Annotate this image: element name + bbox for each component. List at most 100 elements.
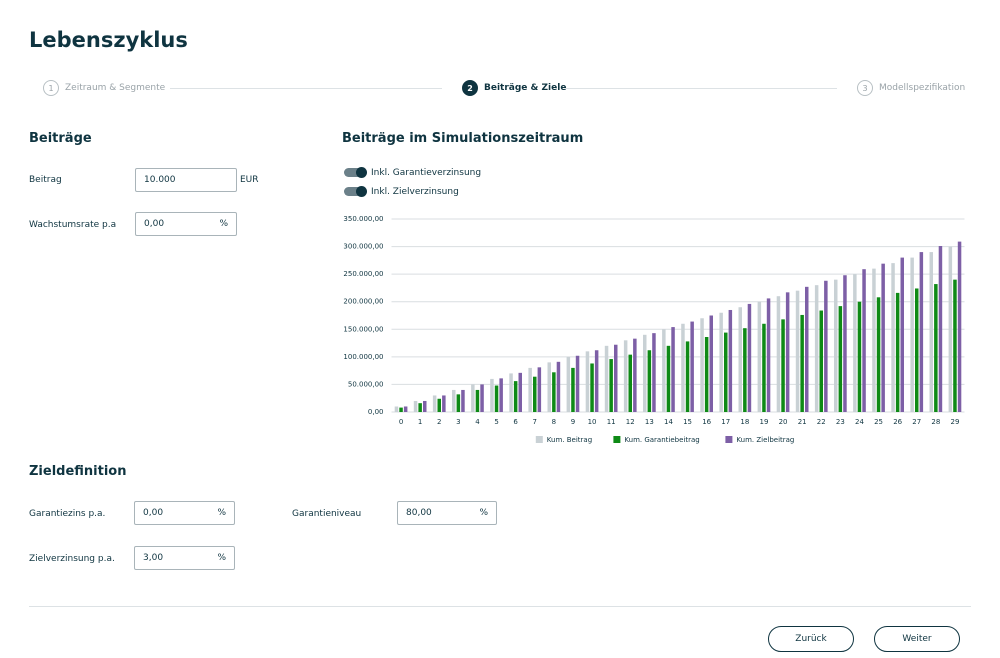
x-tick-label: 2 bbox=[437, 418, 441, 426]
input[interactable]: 3,00% bbox=[134, 546, 235, 570]
bar bbox=[590, 363, 594, 412]
x-tick-label: 19 bbox=[759, 418, 768, 426]
bar bbox=[666, 345, 671, 412]
bar bbox=[628, 354, 632, 412]
bar bbox=[881, 263, 885, 412]
input-value: 0,00 bbox=[143, 508, 164, 518]
x-tick-label: 24 bbox=[855, 418, 864, 426]
x-tick-label: 3 bbox=[456, 418, 460, 426]
bar bbox=[762, 323, 766, 412]
legend-swatch bbox=[613, 436, 621, 443]
step-number: 1 bbox=[43, 80, 59, 96]
y-tick-label: 100.000,00 bbox=[343, 353, 383, 361]
section-heading: Beiträge im Simulationszeitraum bbox=[342, 131, 584, 146]
bar bbox=[471, 384, 475, 412]
unit: % bbox=[479, 508, 488, 518]
bar bbox=[957, 241, 962, 412]
input-value: 80,00 bbox=[406, 508, 432, 518]
step-label: Modellspezifikation bbox=[879, 83, 966, 93]
x-tick-label: 1 bbox=[418, 418, 422, 426]
x-tick-label: 11 bbox=[607, 418, 616, 426]
bar bbox=[566, 356, 571, 412]
x-tick-label: 22 bbox=[817, 418, 826, 426]
bar bbox=[413, 400, 418, 412]
bar bbox=[556, 361, 561, 412]
x-tick-label: 7 bbox=[533, 418, 537, 426]
bar bbox=[800, 314, 804, 412]
step[interactable]: 1 Zeitraum & Segmente bbox=[43, 80, 165, 96]
field-label: Zielverzinsung p.a. bbox=[29, 554, 115, 564]
legend-label: Kum. Zielbeitrag bbox=[736, 436, 794, 444]
bar bbox=[891, 263, 895, 412]
bar bbox=[652, 333, 656, 412]
x-tick-label: 27 bbox=[912, 418, 921, 426]
bar bbox=[533, 376, 537, 412]
y-tick-label: 250.000,00 bbox=[343, 270, 383, 278]
bar bbox=[929, 252, 933, 412]
y-tick-label: 300.000,00 bbox=[343, 243, 383, 251]
x-tick-label: 18 bbox=[740, 418, 749, 426]
toggle[interactable] bbox=[344, 187, 366, 196]
bar bbox=[394, 406, 399, 412]
field-label: Beitrag bbox=[29, 175, 62, 185]
legend-swatch bbox=[535, 436, 543, 443]
bar bbox=[528, 367, 532, 412]
x-tick-label: 16 bbox=[702, 418, 711, 426]
input[interactable]: 0,00% bbox=[134, 501, 235, 525]
bar bbox=[819, 310, 823, 412]
bar bbox=[442, 395, 446, 412]
x-tick-label: 0 bbox=[399, 418, 403, 426]
x-tick-label: 9 bbox=[571, 418, 575, 426]
input-value: 0,00 bbox=[144, 219, 165, 229]
bar bbox=[643, 334, 647, 412]
bar bbox=[838, 306, 843, 412]
bar bbox=[728, 309, 733, 412]
bar bbox=[423, 400, 427, 412]
toggle-label: Inkl. Garantieverzinsung bbox=[371, 168, 482, 178]
unit: % bbox=[217, 553, 226, 563]
bar bbox=[724, 332, 728, 412]
bar bbox=[662, 329, 666, 412]
x-tick-label: 6 bbox=[513, 418, 518, 426]
bar bbox=[452, 389, 456, 412]
toggle[interactable] bbox=[344, 168, 366, 177]
bar bbox=[805, 286, 809, 412]
bar bbox=[480, 384, 484, 412]
x-tick-label: 17 bbox=[721, 418, 730, 426]
bar bbox=[671, 327, 675, 412]
x-tick-label: 28 bbox=[931, 418, 940, 426]
bar bbox=[418, 403, 422, 412]
y-tick-label: 350.000,00 bbox=[343, 215, 383, 223]
legend-label: Kum. Garantiebeitrag bbox=[624, 436, 699, 444]
back-button[interactable]: Zurück bbox=[768, 626, 854, 652]
bar bbox=[571, 367, 575, 412]
bar bbox=[776, 296, 781, 412]
y-tick-label: 150.000,00 bbox=[343, 325, 383, 333]
input[interactable]: 80,00% bbox=[397, 501, 497, 525]
x-tick-label: 14 bbox=[664, 418, 673, 426]
y-tick-label: 0,00 bbox=[368, 408, 384, 416]
unit: % bbox=[217, 508, 226, 518]
x-tick-label: 12 bbox=[626, 418, 635, 426]
bar bbox=[585, 351, 590, 412]
y-tick-label: 200.000,00 bbox=[343, 298, 383, 306]
bar bbox=[704, 337, 709, 412]
next-button[interactable]: Weiter bbox=[874, 626, 960, 652]
bar bbox=[738, 307, 742, 412]
input[interactable]: 0,00% bbox=[135, 212, 237, 236]
bar bbox=[681, 323, 685, 412]
step-number: 2 bbox=[462, 80, 478, 96]
bar bbox=[594, 350, 599, 412]
step[interactable]: 2 Beiträge & Ziele bbox=[462, 80, 566, 96]
bar bbox=[900, 257, 904, 412]
step[interactable]: 3 Modellspezifikation bbox=[857, 80, 965, 96]
x-tick-label: 5 bbox=[494, 418, 498, 426]
bar bbox=[709, 315, 713, 412]
bar bbox=[934, 284, 938, 412]
input[interactable]: 10.000 bbox=[135, 168, 237, 192]
bar bbox=[547, 362, 551, 412]
bar bbox=[518, 372, 522, 412]
field-label: Wachstumsrate p.a bbox=[29, 220, 117, 230]
page-title: Lebenszyklus bbox=[29, 28, 188, 52]
